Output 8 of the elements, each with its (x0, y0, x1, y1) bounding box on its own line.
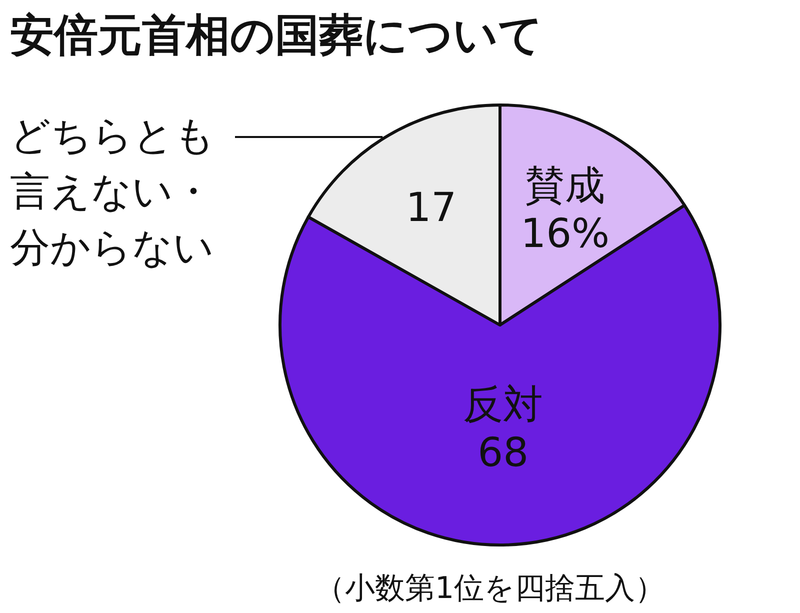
data-label: 17 (406, 185, 457, 232)
slice-label: どちらとも言えない・分からない (10, 113, 215, 271)
data-label: 68 (478, 430, 529, 476)
chart-title: 安倍元首相の国葬について (10, 10, 543, 61)
slice-label: 賛成 (525, 163, 606, 210)
text: （小数第1位を四捨五入） (314, 571, 666, 606)
slice-label: 反対 (463, 382, 544, 428)
data-label: 16% (520, 211, 610, 258)
